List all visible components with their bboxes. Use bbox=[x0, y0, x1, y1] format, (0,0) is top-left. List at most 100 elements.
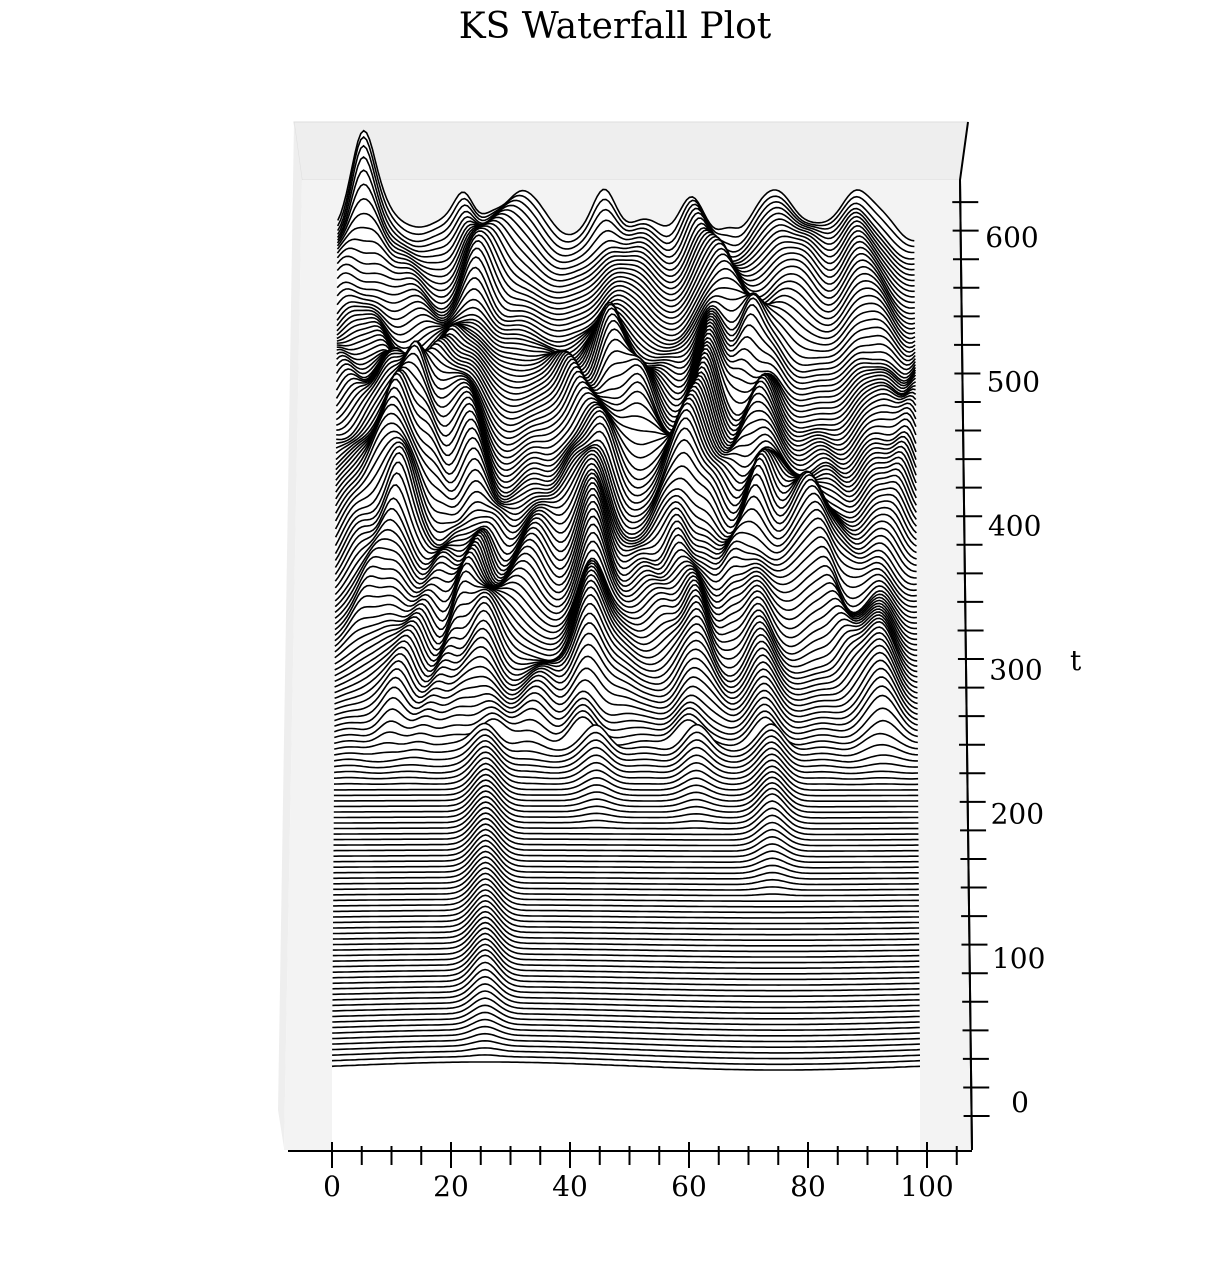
ridge-line bbox=[332, 894, 919, 925]
ridge-line bbox=[337, 155, 915, 260]
ridge-line bbox=[334, 452, 917, 560]
ridge-line bbox=[332, 1004, 920, 1026]
ridge-line bbox=[335, 386, 917, 504]
ridge-line bbox=[336, 234, 915, 310]
ridge-line bbox=[332, 997, 920, 1020]
ridge-line bbox=[334, 694, 918, 735]
y-tick-label: 0 bbox=[1011, 1086, 1029, 1119]
y-axis-label: t bbox=[1070, 644, 1082, 677]
ridge-line bbox=[332, 905, 920, 936]
y-axis-line bbox=[959, 179, 973, 1151]
ridge-line bbox=[335, 366, 917, 478]
ridge-line bbox=[335, 343, 917, 447]
x-ticks: 0 20 40 60 80 100 bbox=[323, 1142, 958, 1203]
ridge-line bbox=[334, 602, 918, 680]
ridge-line bbox=[333, 856, 919, 886]
ridge-line bbox=[334, 445, 917, 554]
ridge-line bbox=[334, 565, 918, 646]
ridge-line bbox=[335, 370, 917, 489]
ridge-line bbox=[333, 861, 919, 891]
ridge-line bbox=[334, 579, 918, 662]
ridge-line bbox=[333, 773, 919, 803]
ridge-line bbox=[333, 812, 919, 841]
ridge-line bbox=[332, 1011, 920, 1031]
ridge-fill bbox=[332, 1062, 920, 1150]
ridge-line bbox=[332, 990, 920, 1015]
ridge-line bbox=[333, 823, 919, 852]
ridge-line bbox=[332, 1018, 920, 1037]
ridge-line bbox=[334, 651, 918, 707]
ridge-line bbox=[333, 872, 919, 903]
ridge-line bbox=[336, 197, 915, 276]
ridge-line bbox=[334, 728, 918, 758]
ridge-line bbox=[332, 916, 920, 947]
ridge-line bbox=[334, 593, 918, 674]
ridge-line bbox=[335, 378, 917, 498]
ridge-line bbox=[336, 222, 915, 288]
ridge-line bbox=[334, 540, 917, 619]
ridge-line bbox=[333, 817, 919, 847]
ridge-line bbox=[334, 745, 919, 775]
ridge-line bbox=[336, 225, 915, 294]
ridge-line bbox=[333, 790, 919, 819]
ridge-line bbox=[333, 839, 919, 869]
ridge-line bbox=[334, 716, 918, 747]
ridge-line bbox=[336, 169, 915, 266]
ridge-line bbox=[334, 586, 918, 668]
y-tick-label: 200 bbox=[991, 798, 1044, 831]
ridge-line bbox=[333, 845, 919, 875]
ridge-line bbox=[332, 938, 920, 970]
ridge-line bbox=[332, 927, 920, 958]
ridge-line bbox=[336, 297, 916, 367]
ridge-line bbox=[334, 573, 918, 657]
ridge-line bbox=[334, 569, 918, 651]
ridge-line bbox=[336, 344, 917, 462]
y-tick-label: 100 bbox=[992, 942, 1045, 975]
ridge-line bbox=[335, 342, 917, 434]
y-tick-label: 500 bbox=[987, 365, 1040, 398]
ridge-line bbox=[332, 983, 920, 1009]
ridge-line bbox=[334, 685, 918, 729]
ridge-line bbox=[333, 795, 919, 825]
ridge-line bbox=[335, 368, 917, 483]
ridge-line bbox=[333, 751, 919, 780]
ridge-line bbox=[333, 779, 919, 808]
ridge-line bbox=[336, 340, 917, 452]
ridge-line bbox=[331, 1054, 921, 1066]
ridge-line bbox=[334, 472, 917, 573]
ridge-line bbox=[334, 461, 917, 567]
ridge-line bbox=[334, 484, 917, 579]
ridge-line bbox=[336, 247, 916, 321]
ridge-line bbox=[336, 277, 916, 343]
ridge-line bbox=[333, 878, 919, 908]
x-tick-label: 40 bbox=[552, 1170, 588, 1203]
ridge-line bbox=[333, 784, 919, 814]
ridge-line bbox=[336, 293, 916, 352]
ridge-line bbox=[332, 975, 920, 1003]
ridge-line bbox=[334, 643, 918, 701]
ridge-line bbox=[334, 632, 918, 696]
back-pane-top bbox=[293, 121, 969, 181]
ridge-line bbox=[334, 555, 918, 630]
ridge-line bbox=[333, 801, 919, 830]
ridge-line bbox=[332, 968, 920, 998]
ridge-line bbox=[333, 762, 919, 792]
ridge-line bbox=[332, 921, 920, 953]
ridge-line bbox=[336, 259, 916, 332]
ridge-line bbox=[332, 932, 920, 964]
ridge-line bbox=[337, 129, 915, 242]
ridge-line bbox=[332, 1032, 920, 1048]
x-tick-label: 20 bbox=[433, 1170, 469, 1203]
ridge-line bbox=[336, 253, 916, 327]
ridge-line bbox=[333, 757, 919, 786]
ridge-line bbox=[333, 734, 918, 763]
x-tick-label: 0 bbox=[323, 1170, 341, 1203]
ridge-line bbox=[334, 676, 918, 723]
ridge-line bbox=[333, 739, 919, 769]
y-tick-label: 600 bbox=[985, 221, 1038, 254]
y-ticks: 0 100 200 300 400 500 600 bbox=[952, 201, 1045, 1119]
ridge-line bbox=[332, 1039, 920, 1054]
ridge-line bbox=[334, 494, 917, 586]
ridge-line bbox=[336, 267, 916, 338]
